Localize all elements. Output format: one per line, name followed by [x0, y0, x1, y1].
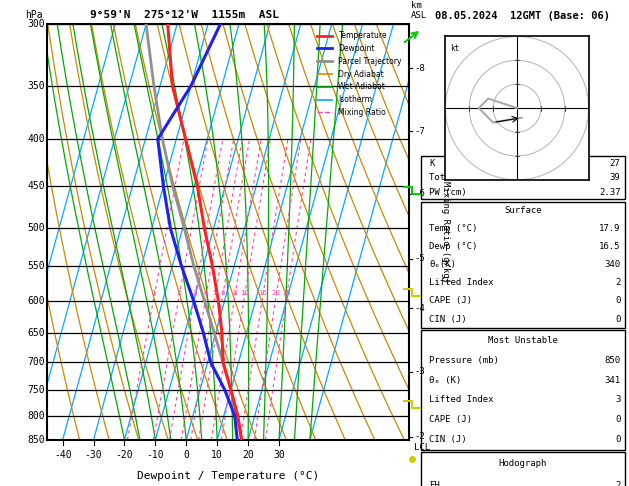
Text: 450: 450 [28, 181, 45, 191]
Text: 340: 340 [604, 260, 620, 269]
Text: 850: 850 [604, 356, 620, 365]
Text: 700: 700 [28, 357, 45, 367]
Bar [421, 452, 625, 486]
Text: 15: 15 [258, 290, 267, 296]
Text: Surface: Surface [504, 206, 542, 215]
Text: 27: 27 [610, 159, 620, 168]
Text: θₑ(K): θₑ(K) [429, 260, 456, 269]
Text: 0: 0 [615, 296, 620, 306]
Text: Temp (°C): Temp (°C) [429, 224, 477, 233]
Bar [421, 330, 625, 450]
Legend: Temperature, Dewpoint, Parcel Trajectory, Dry Adiabat, Wet Adiabat, Isotherm, Mi: Temperature, Dewpoint, Parcel Trajectory… [314, 28, 405, 120]
Text: Mixing Ratio (g/kg): Mixing Ratio (g/kg) [440, 181, 450, 283]
Text: -7: -7 [415, 126, 425, 136]
Text: 550: 550 [28, 261, 45, 271]
Text: 10: 10 [240, 290, 249, 296]
Text: 850: 850 [28, 435, 45, 445]
Text: 17.9: 17.9 [599, 224, 620, 233]
Text: Lifted Index: Lifted Index [429, 278, 494, 287]
Text: -4: -4 [415, 304, 425, 312]
Text: Hodograph: Hodograph [499, 459, 547, 468]
Text: 0: 0 [615, 415, 620, 424]
Text: 16.5: 16.5 [599, 243, 620, 251]
Text: -30: -30 [85, 450, 103, 460]
Text: 750: 750 [28, 385, 45, 395]
Text: Dewp (°C): Dewp (°C) [429, 243, 477, 251]
Text: -3: -3 [415, 367, 425, 377]
Text: hPa: hPa [25, 10, 43, 20]
Text: Lifted Index: Lifted Index [429, 396, 494, 404]
Text: 1: 1 [152, 290, 156, 296]
Text: 2: 2 [615, 278, 620, 287]
Text: -10: -10 [147, 450, 164, 460]
Bar [421, 156, 625, 199]
Text: 5: 5 [213, 290, 217, 296]
Text: 10: 10 [211, 450, 223, 460]
Text: CIN (J): CIN (J) [429, 435, 467, 444]
Text: 4: 4 [204, 290, 208, 296]
Text: 300: 300 [28, 19, 45, 29]
Text: 500: 500 [28, 223, 45, 233]
Text: 3: 3 [192, 290, 197, 296]
Text: Totals Totals: Totals Totals [429, 174, 499, 182]
Text: -40: -40 [54, 450, 72, 460]
Text: 2: 2 [177, 290, 181, 296]
Text: -5: -5 [415, 254, 425, 263]
Text: PW (cm): PW (cm) [429, 188, 467, 197]
Text: 8: 8 [232, 290, 237, 296]
Text: 400: 400 [28, 134, 45, 144]
Text: kt: kt [450, 44, 459, 52]
Text: 20: 20 [242, 450, 254, 460]
Text: 08.05.2024  12GMT (Base: 06): 08.05.2024 12GMT (Base: 06) [435, 11, 610, 21]
Text: EH: EH [429, 481, 440, 486]
Text: CAPE (J): CAPE (J) [429, 415, 472, 424]
Text: 39: 39 [610, 174, 620, 182]
Text: Most Unstable: Most Unstable [487, 336, 558, 345]
Text: K: K [429, 159, 435, 168]
Text: -20: -20 [116, 450, 133, 460]
Text: 20: 20 [272, 290, 281, 296]
Text: -6: -6 [415, 190, 425, 198]
Text: 350: 350 [28, 81, 45, 91]
Text: CAPE (J): CAPE (J) [429, 296, 472, 306]
Bar [421, 202, 625, 328]
Text: -8: -8 [415, 64, 425, 73]
Text: -2: -2 [415, 432, 425, 441]
Text: 2.37: 2.37 [599, 188, 620, 197]
Text: 0: 0 [615, 435, 620, 444]
Text: km
ASL: km ASL [411, 1, 427, 20]
Text: 0: 0 [183, 450, 189, 460]
Text: LCL: LCL [415, 443, 430, 452]
Text: 3: 3 [615, 396, 620, 404]
Text: 341: 341 [604, 376, 620, 384]
Text: 9°59'N  275°12'W  1155m  ASL: 9°59'N 275°12'W 1155m ASL [90, 10, 279, 20]
Text: CIN (J): CIN (J) [429, 314, 467, 324]
Text: 0: 0 [615, 314, 620, 324]
Text: Dewpoint / Temperature (°C): Dewpoint / Temperature (°C) [137, 471, 319, 481]
Text: θₑ (K): θₑ (K) [429, 376, 462, 384]
Text: 2: 2 [615, 481, 620, 486]
Text: 650: 650 [28, 328, 45, 338]
Text: 30: 30 [273, 450, 285, 460]
Text: 6: 6 [220, 290, 225, 296]
Text: 600: 600 [28, 296, 45, 306]
Text: Pressure (mb): Pressure (mb) [429, 356, 499, 365]
Text: 800: 800 [28, 411, 45, 421]
Text: 25: 25 [282, 290, 291, 296]
